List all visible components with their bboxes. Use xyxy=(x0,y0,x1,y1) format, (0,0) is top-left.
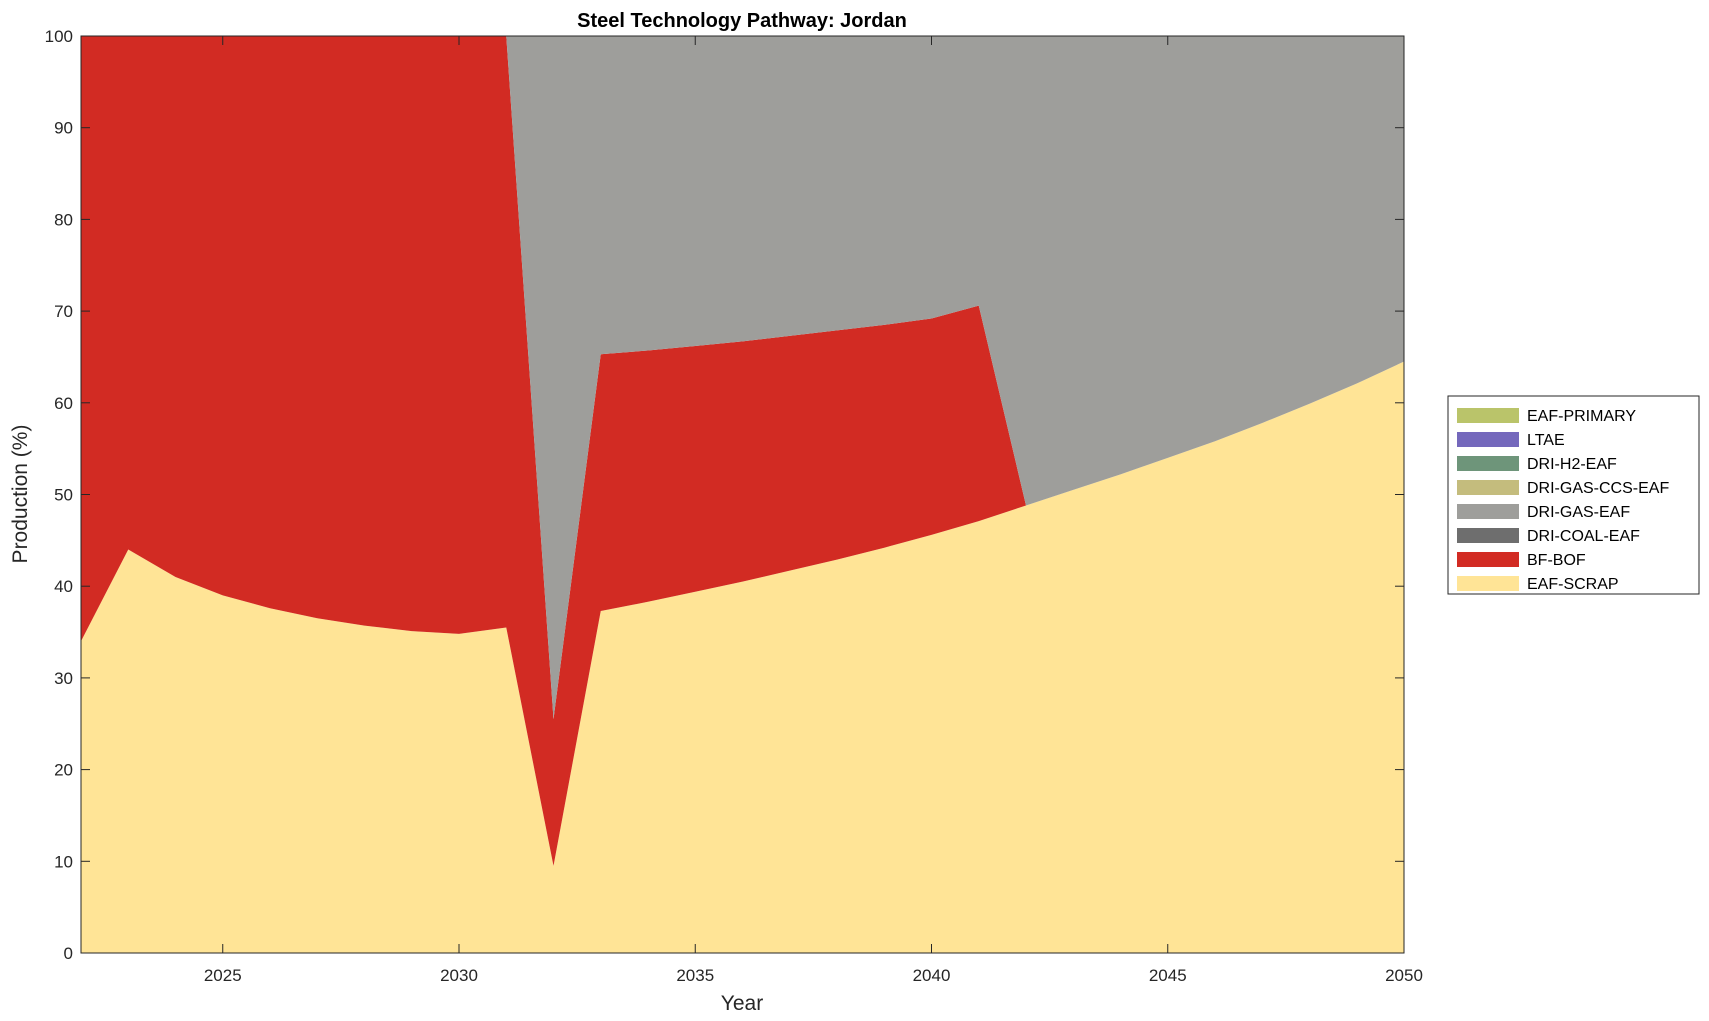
x-tick-label: 2050 xyxy=(1385,966,1423,985)
x-tick-label: 2040 xyxy=(913,966,951,985)
legend-swatch-eaf-primary xyxy=(1457,408,1519,423)
legend-label-dri-gas-eaf: DRI-GAS-EAF xyxy=(1527,504,1630,521)
y-tick-label: 100 xyxy=(45,27,73,46)
legend-swatch-dri-h2-eaf xyxy=(1457,456,1519,471)
plot-areas xyxy=(81,36,1404,953)
legend-label-dri-gas-ccs-eaf: DRI-GAS-CCS-EAF xyxy=(1527,480,1669,497)
y-tick-label: 60 xyxy=(54,394,73,413)
x-tick-label: 2045 xyxy=(1149,966,1187,985)
area-dri-gas-eaf xyxy=(81,36,1404,720)
legend-label-dri-coal-eaf: DRI-COAL-EAF xyxy=(1527,528,1640,545)
legend-swatch-ltae xyxy=(1457,432,1519,447)
legend-label-bf-bof: BF-BOF xyxy=(1527,552,1586,569)
legend-swatch-dri-gas-eaf xyxy=(1457,504,1519,519)
legend-label-eaf-primary: EAF-PRIMARY xyxy=(1527,408,1636,425)
legend-swatch-dri-gas-ccs-eaf xyxy=(1457,480,1519,495)
y-tick-label: 70 xyxy=(54,302,73,321)
legend-swatch-bf-bof xyxy=(1457,552,1519,567)
y-tick-label: 20 xyxy=(54,761,73,780)
y-tick-label: 0 xyxy=(64,944,73,963)
legend-label-ltae: LTAE xyxy=(1527,432,1565,449)
legend-label-eaf-scrap: EAF-SCRAP xyxy=(1527,576,1619,593)
legend-label-dri-h2-eaf: DRI-H2-EAF xyxy=(1527,456,1617,473)
y-tick-label: 10 xyxy=(54,852,73,871)
y-axis: 0 10 20 30 40 50 60 70 80 90 100 xyxy=(45,27,1404,963)
y-tick-label: 50 xyxy=(54,486,73,505)
area-bf-bof xyxy=(81,36,1404,866)
y-tick-label: 80 xyxy=(54,210,73,229)
y-tick-label: 40 xyxy=(54,577,73,596)
x-tick-label: 2025 xyxy=(204,966,242,985)
area-eaf-scrap xyxy=(81,361,1404,953)
y-tick-label: 30 xyxy=(54,669,73,688)
x-tick-label: 2030 xyxy=(440,966,478,985)
y-axis-label: Production (%) xyxy=(9,425,32,564)
x-axis: 2025 2030 2035 2040 2045 2050 xyxy=(204,36,1423,985)
y-tick-label: 90 xyxy=(54,119,73,138)
x-tick-label: 2035 xyxy=(676,966,714,985)
legend-swatch-dri-coal-eaf xyxy=(1457,528,1519,543)
legend: EAF-PRIMARY LTAE DRI-H2-EAF DRI-GAS-CCS-EAF… xyxy=(1447,395,1700,595)
chart-title: Steel Technology Pathway: Jordan xyxy=(577,10,907,32)
legend-swatch-eaf-scrap xyxy=(1457,576,1519,591)
x-axis-label: Year xyxy=(721,992,763,1015)
